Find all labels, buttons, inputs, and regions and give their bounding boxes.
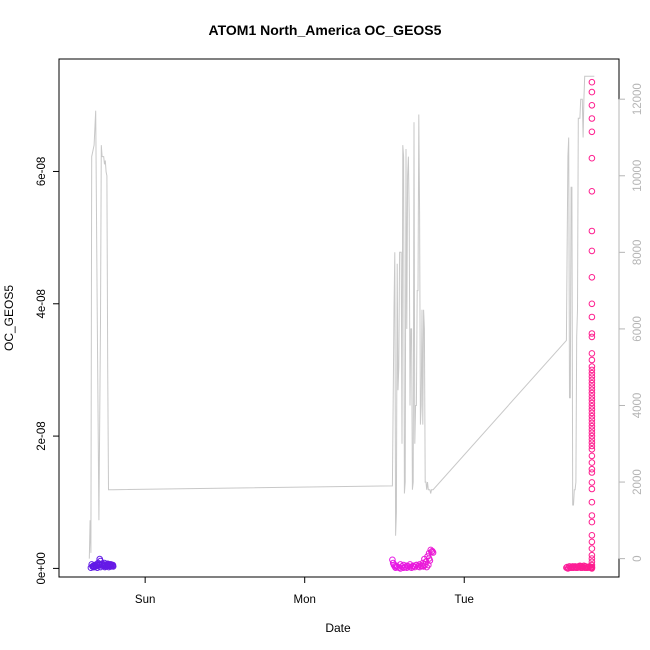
data-point <box>588 485 596 493</box>
plot-marks <box>87 75 596 572</box>
data-point <box>588 376 596 384</box>
y2-tick-label: 0 <box>632 555 644 561</box>
data-point <box>588 538 596 546</box>
data-point <box>398 563 406 570</box>
y-tick-label: 2e-08 <box>36 421 48 450</box>
x-tick-label: Mon <box>294 594 316 606</box>
data-point <box>588 393 596 400</box>
data-point <box>588 561 596 569</box>
data-point <box>588 498 596 506</box>
data-point <box>588 115 596 122</box>
data-point <box>588 432 596 440</box>
data-point <box>397 561 404 568</box>
data-point <box>409 563 417 570</box>
data-point <box>90 563 97 571</box>
data-point <box>588 532 596 539</box>
plot-frame <box>58 58 620 578</box>
data-point <box>588 396 596 404</box>
data-point <box>588 363 596 370</box>
data-point <box>588 409 596 417</box>
data-point <box>588 429 596 437</box>
data-point <box>109 561 117 569</box>
data-point <box>588 386 596 394</box>
y-tick-label: 4e-08 <box>36 289 48 318</box>
altitude-line <box>88 75 595 559</box>
data-point <box>588 452 596 460</box>
x-tick-label: Tue <box>455 594 474 606</box>
data-point <box>588 512 596 519</box>
data-point <box>425 555 433 562</box>
data-point <box>588 102 596 109</box>
data-point <box>588 300 596 308</box>
x-axis: Sun Mon Tue <box>135 576 474 606</box>
data-point <box>588 565 596 572</box>
data-point <box>588 350 596 357</box>
data-point <box>588 369 596 377</box>
data-point <box>588 469 596 476</box>
data-point <box>588 188 596 195</box>
data-point <box>588 383 596 390</box>
x-axis-label: Date <box>325 621 351 635</box>
data-point <box>429 549 437 556</box>
y2-tick-label: 4000 <box>632 393 644 419</box>
data-point <box>588 313 596 321</box>
data-point <box>588 555 596 562</box>
data-point <box>588 274 596 281</box>
data-point <box>588 439 596 447</box>
data-point <box>588 128 596 136</box>
y-tick-label: 0e+00 <box>36 552 48 584</box>
data-point <box>588 366 596 374</box>
data-point <box>588 227 596 235</box>
data-point <box>588 333 596 341</box>
y2-tick-label: 12000 <box>632 83 644 115</box>
data-point <box>588 422 596 430</box>
x-tick-label: Sun <box>135 594 155 606</box>
data-point <box>588 78 596 86</box>
chart-title: ATOM1 North_America OC_GEOS5 <box>209 22 442 38</box>
y2-tick-label: 2000 <box>632 469 644 495</box>
data-point <box>588 465 596 473</box>
y-axis-label: OC_GEOS5 <box>2 285 16 351</box>
data-point <box>588 389 596 397</box>
data-point <box>588 356 596 364</box>
y-axis: 0e+00 2e-08 4e-08 6e-08 <box>36 157 60 585</box>
data-point <box>588 373 596 380</box>
data-point <box>588 154 596 162</box>
y2-axis: 0 2000 4000 6000 8000 10000 12000 <box>618 83 644 562</box>
data-point <box>588 459 596 466</box>
data-point <box>588 412 596 420</box>
y2-tick-label: 6000 <box>632 316 644 342</box>
data-point <box>588 479 596 486</box>
data-point <box>588 518 596 526</box>
y2-tick-label: 10000 <box>632 160 644 192</box>
data-point <box>419 562 427 570</box>
data-point <box>416 563 423 571</box>
data-point <box>588 403 596 410</box>
data-point <box>588 419 596 427</box>
data-point <box>588 406 596 413</box>
data-point <box>588 399 596 407</box>
y-tick-label: 6e-08 <box>36 157 48 186</box>
y2-tick-label: 8000 <box>632 240 644 266</box>
data-point <box>588 426 596 433</box>
data-point <box>588 545 596 552</box>
data-point <box>588 330 596 337</box>
data-point <box>588 88 596 96</box>
data-point <box>588 436 596 443</box>
data-point <box>588 416 596 423</box>
data-point <box>403 562 411 570</box>
data-point <box>588 446 596 453</box>
data-point <box>588 551 596 559</box>
data-point <box>588 247 596 255</box>
data-point <box>588 379 596 387</box>
data-point <box>429 547 436 555</box>
data-point <box>400 561 407 569</box>
data-point <box>588 442 596 450</box>
